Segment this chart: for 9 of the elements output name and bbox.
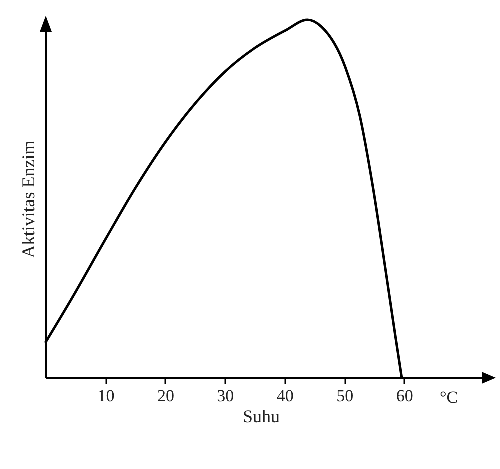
- x-tick-label: 50: [336, 386, 354, 406]
- x-axis-title: Suhu: [242, 406, 280, 426]
- x-tick-label: 30: [217, 386, 234, 406]
- x-tick-label: 20: [157, 386, 174, 406]
- x-tick-label: 60: [396, 386, 414, 406]
- x-tick-label: 10: [98, 386, 115, 406]
- y-axis-title: Aktivitas Enzim: [18, 140, 38, 258]
- x-tick-label: 40: [276, 386, 294, 406]
- text: °C: [440, 388, 458, 408]
